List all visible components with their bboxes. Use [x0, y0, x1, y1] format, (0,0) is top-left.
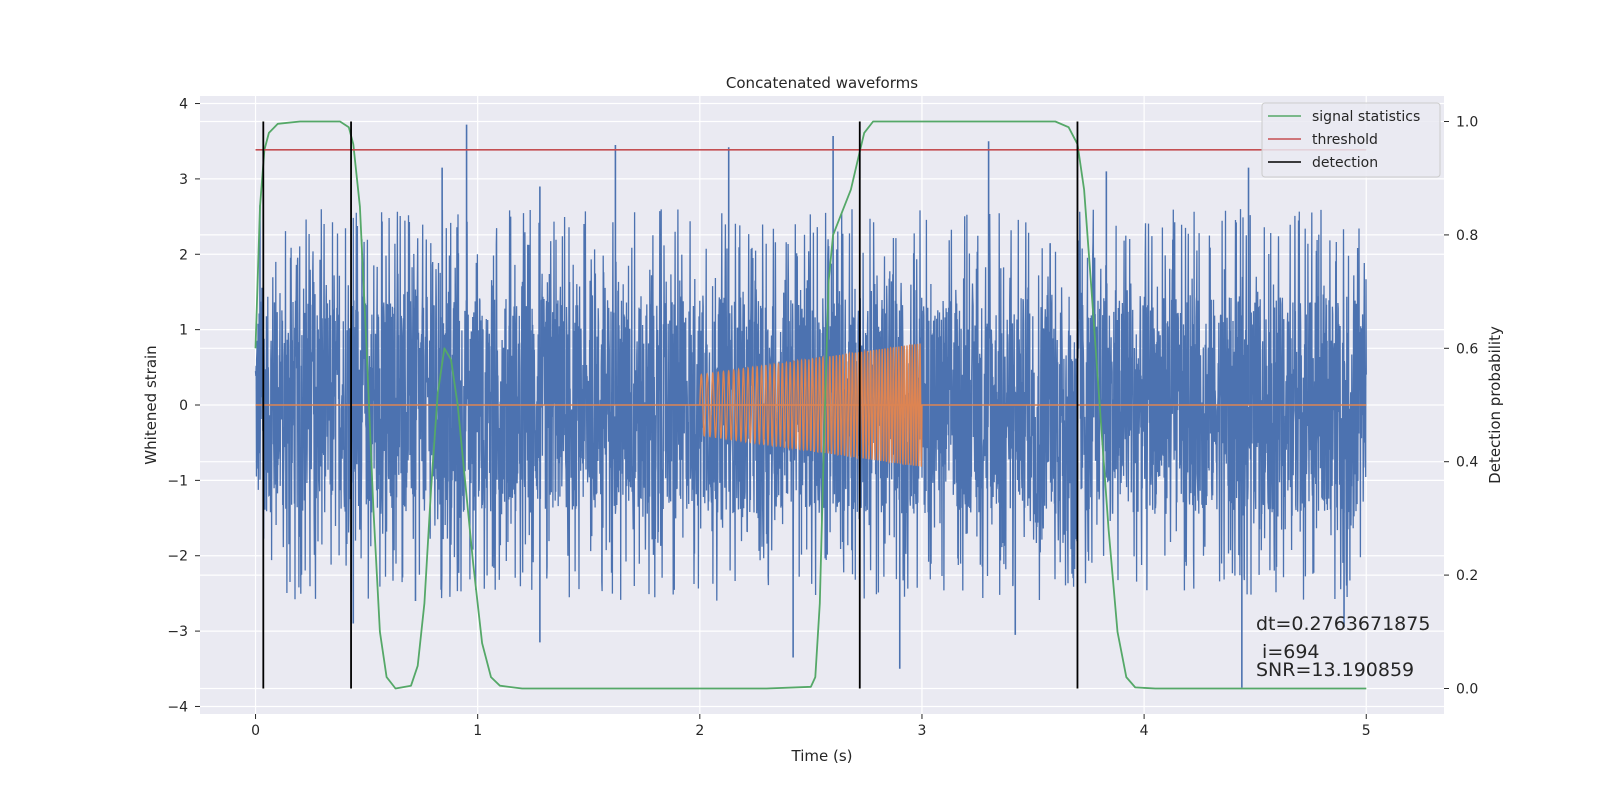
legend-box — [1261, 102, 1441, 178]
y-tick-label: 4 — [179, 97, 188, 113]
template-series — [255, 343, 1367, 467]
detection-series — [262, 121, 1079, 689]
y2-axis-ticks: 1.0 0.8 0.6 0.4 0.2 0.0 — [1444, 115, 1478, 697]
x-tick-label: 5 — [1362, 723, 1371, 739]
legend-label-threshold: threshold — [1312, 132, 1378, 148]
y2-tick-label: 0.8 — [1456, 228, 1478, 244]
annotation-index: i=694 — [1256, 641, 1320, 663]
y-tick-label: 1 — [179, 323, 188, 339]
y2-tick-label: 0.4 — [1456, 455, 1478, 471]
legend: signal statistics threshold detection — [1261, 102, 1441, 178]
y-tick-label: 2 — [179, 247, 188, 263]
y2-tick-label: 0.2 — [1456, 568, 1478, 584]
strain-line — [254, 209, 1367, 601]
y-axis-ticks: 4 3 2 1 0 −1 −2 −3 −4 — [167, 97, 200, 715]
y-tick-label: −2 — [167, 549, 188, 565]
template-chirp — [699, 343, 923, 467]
x-axis-label: Time (s) — [791, 747, 853, 765]
x-tick-label: 0 — [251, 723, 260, 739]
x-tick-label: 2 — [695, 723, 704, 739]
annotation-snr: SNR=13.190859 — [1256, 659, 1414, 681]
y-tick-label: 0 — [179, 398, 188, 414]
legend-label-signal-statistics: signal statistics — [1312, 109, 1420, 125]
y-axis-label: Whitened strain — [142, 345, 160, 464]
y2-tick-label: 0.0 — [1456, 681, 1478, 697]
signal-statistics-line — [254, 120, 1367, 690]
y2-tick-label: 1.0 — [1456, 115, 1478, 131]
y-tick-label: −3 — [167, 624, 188, 640]
signal-statistics-series — [254, 120, 1367, 690]
y2-axis-label: Detection probability — [1486, 326, 1504, 484]
x-axis-ticks: 0 1 2 3 4 5 — [251, 714, 1371, 739]
legend-label-detection: detection — [1312, 155, 1378, 171]
x-tick-label: 1 — [473, 723, 482, 739]
y2-tick-label: 0.6 — [1456, 341, 1478, 357]
annotation-dt: dt=0.2763671875 — [1256, 613, 1430, 635]
y-tick-label: −1 — [167, 473, 188, 489]
y-tick-label: 3 — [179, 172, 188, 188]
y-tick-label: −4 — [167, 699, 188, 715]
chart-title: Concatenated waveforms — [726, 74, 918, 92]
x-tick-label: 4 — [1140, 723, 1149, 739]
x-tick-label: 3 — [918, 723, 927, 739]
